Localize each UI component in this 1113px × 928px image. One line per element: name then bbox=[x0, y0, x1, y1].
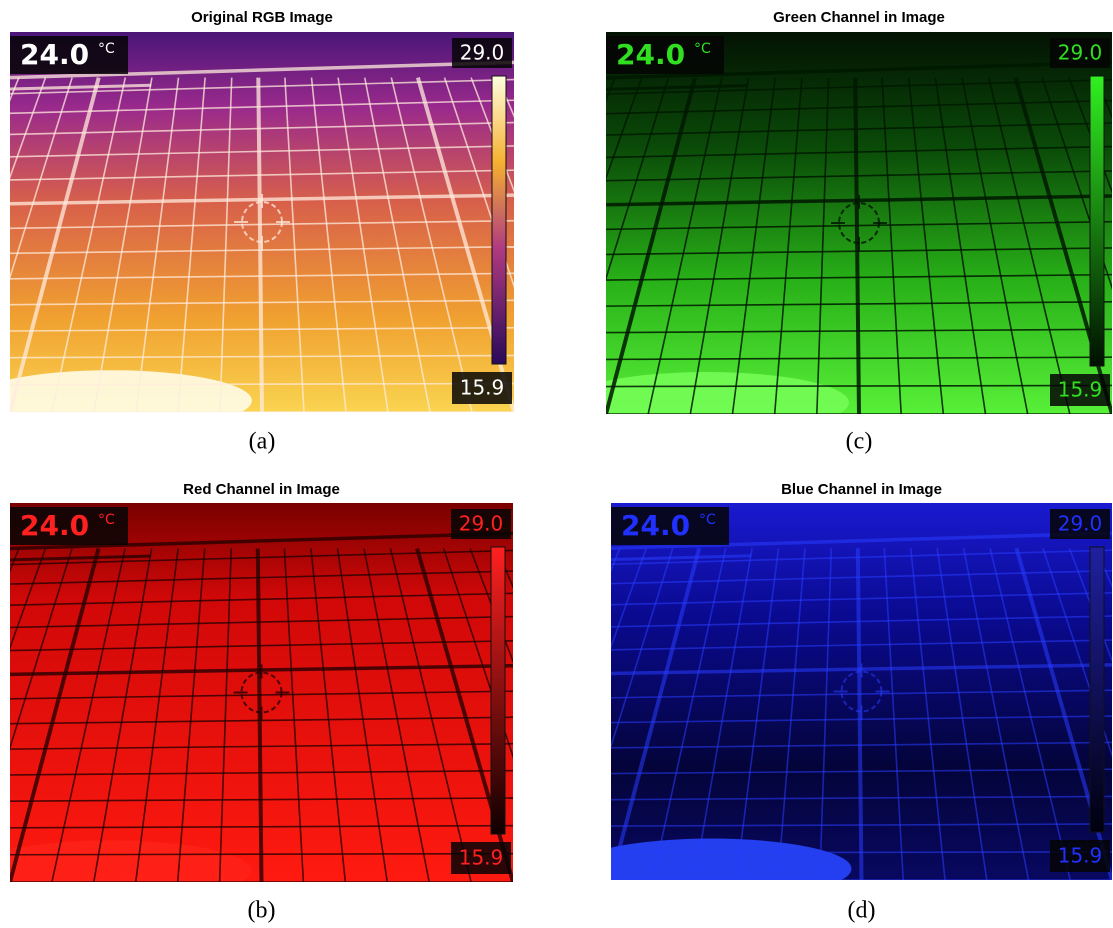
temperature-unit: °C bbox=[694, 41, 711, 57]
thermal-image bbox=[0, 32, 682, 431]
panel-caption: (d) bbox=[848, 898, 876, 924]
temperature-reading: 24.0 bbox=[20, 509, 89, 542]
grid-line bbox=[606, 385, 1112, 386]
temperature-unit: °C bbox=[98, 512, 115, 528]
panel: Red Channel in Image 24.0 °C 29.0 15.9 (b) bbox=[0, 481, 681, 924]
temperature-reading: 24.0 bbox=[621, 509, 690, 542]
panel-caption: (b) bbox=[248, 898, 276, 924]
color-bar bbox=[492, 76, 506, 364]
temperature-reading: 24.0 bbox=[20, 38, 89, 71]
scale-max: 29.0 bbox=[459, 512, 504, 536]
scale-min: 15.9 bbox=[459, 846, 504, 870]
panel: Original RGB Image 24.0 °C 29.0 15.9 (a) bbox=[0, 9, 682, 455]
color-bar bbox=[491, 547, 505, 834]
panel-title: Blue Channel in Image bbox=[781, 481, 942, 498]
grid-line bbox=[611, 852, 1112, 853]
scale-min: 15.9 bbox=[460, 376, 505, 400]
temperature-unit: °C bbox=[699, 512, 716, 528]
grid-line bbox=[10, 854, 513, 855]
thermal-image bbox=[444, 503, 1113, 899]
temperature-unit: °C bbox=[98, 41, 115, 57]
panel-caption: (a) bbox=[249, 429, 276, 455]
temperature-reading: 24.0 bbox=[616, 38, 685, 71]
panel: Green Channel in Image 24.0 °C 29.0 15.9 (c) bbox=[437, 9, 1113, 455]
scale-max: 29.0 bbox=[1058, 41, 1103, 65]
color-bar bbox=[1090, 76, 1104, 366]
grid-line bbox=[10, 384, 514, 385]
panel-caption: (c) bbox=[846, 429, 873, 455]
scale-min: 15.9 bbox=[1058, 378, 1103, 402]
panel: Blue Channel in Image 24.0 °C 29.0 15.9 (d) bbox=[444, 481, 1113, 924]
panel-title: Original RGB Image bbox=[191, 9, 333, 26]
figure: Original RGB Image 24.0 °C 29.0 15.9 (a) Red C… bbox=[0, 0, 1113, 928]
color-bar bbox=[1090, 547, 1104, 832]
scale-max: 29.0 bbox=[1058, 512, 1103, 536]
scale-min: 15.9 bbox=[1058, 844, 1103, 868]
thermal-image bbox=[437, 32, 1113, 433]
scale-max: 29.0 bbox=[460, 41, 505, 65]
panel-title: Red Channel in Image bbox=[183, 481, 340, 498]
thermal-image bbox=[0, 503, 681, 901]
panel-title: Green Channel in Image bbox=[773, 9, 945, 26]
